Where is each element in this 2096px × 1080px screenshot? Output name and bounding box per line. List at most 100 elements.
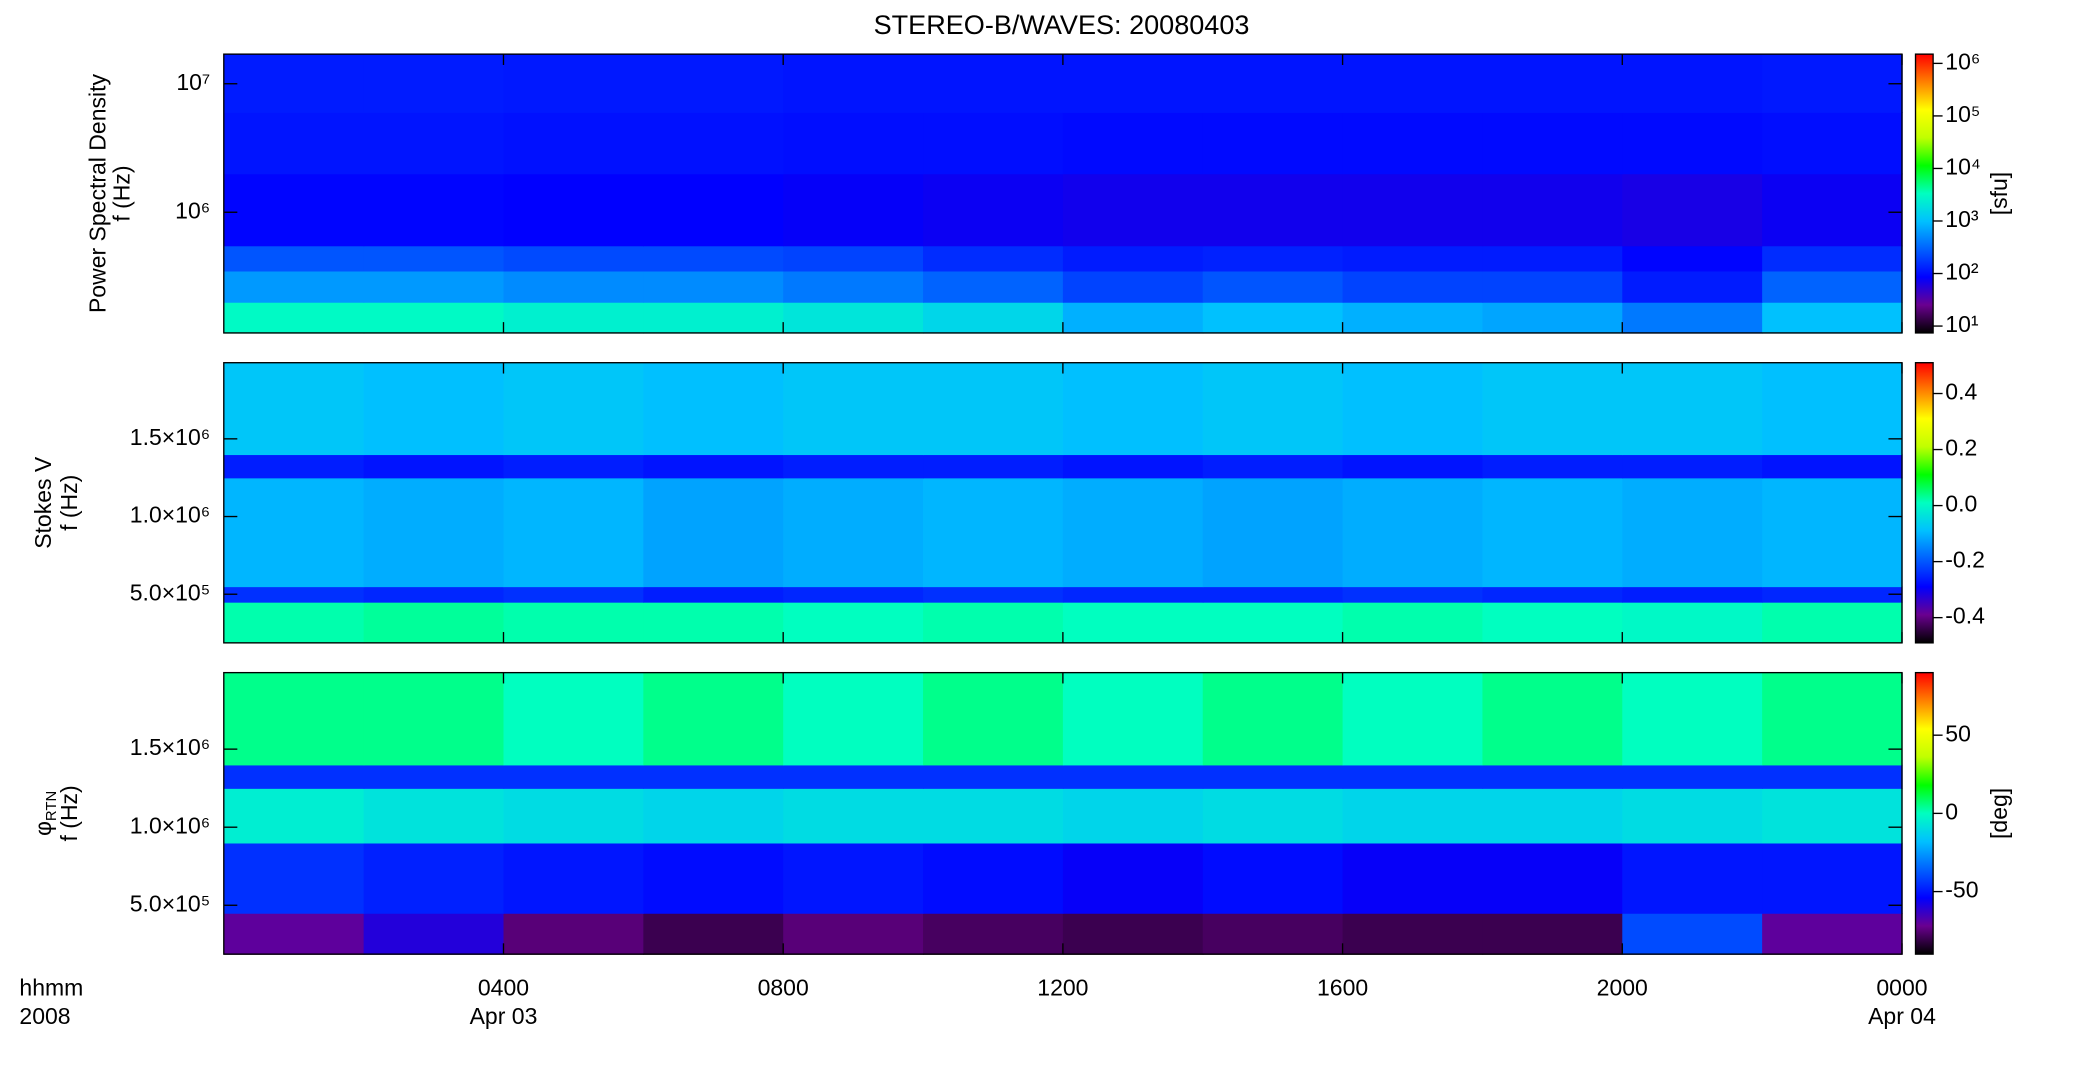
- heatmap-cell: [503, 362, 645, 456]
- y-axis-label-text: Power Spectral Density: [84, 74, 110, 314]
- heatmap-cell: [1622, 270, 1763, 303]
- heatmap-cell: [1482, 112, 1623, 175]
- y-axis-label-text: f (Hz): [56, 475, 82, 531]
- heatmap-cell: [1482, 788, 1623, 844]
- x-tick-label: 1600: [1317, 974, 1368, 1000]
- heatmap-cell: [783, 842, 924, 914]
- heatmap-cell: [1062, 842, 1204, 914]
- heatmap-cell: [923, 302, 1064, 334]
- heatmap-cell: [923, 764, 1064, 789]
- heatmap-cell: [503, 245, 645, 272]
- heatmap-cell: [923, 362, 1064, 456]
- heatmap-cell: [1202, 302, 1344, 334]
- y-axis-label: f (Hz): [56, 785, 82, 841]
- heatmap-cell: [503, 302, 645, 334]
- heatmap-cell: [223, 454, 365, 479]
- heatmap-cell: [1622, 788, 1763, 844]
- heatmap-cell: [1202, 173, 1344, 247]
- heatmap-cell: [1062, 764, 1204, 789]
- heatmap-cell: [643, 601, 784, 644]
- heatmap-cell: [363, 477, 505, 588]
- heatmap-cell: [363, 601, 505, 644]
- y-axis-label-subscript: RTN: [44, 791, 60, 821]
- heatmap-cell: [1622, 913, 1763, 955]
- heatmap-cell: [363, 672, 505, 766]
- heatmap-cell: [1762, 586, 1903, 603]
- heatmap-cell: [643, 362, 784, 456]
- heatmap-cell: [783, 245, 924, 272]
- heatmap-cell: [1062, 454, 1204, 479]
- heatmap-cell: [1622, 362, 1763, 456]
- heatmap-cell: [1342, 54, 1484, 113]
- heatmap-cell: [1202, 454, 1344, 479]
- heatmap-cell: [923, 112, 1064, 175]
- heatmap-cell: [783, 302, 924, 334]
- heatmap-cell: [923, 788, 1064, 844]
- heatmap-cell: [1622, 601, 1763, 644]
- heatmap-cell: [1202, 672, 1344, 766]
- y-axis-label: Stokes V: [30, 456, 56, 549]
- colorbar-tick-label: 10³: [1945, 206, 1979, 232]
- heatmap-cell: [1482, 601, 1623, 644]
- heatmap-cell: [1342, 477, 1484, 588]
- heatmap-cell: [1342, 454, 1484, 479]
- x-axis-label: 2008: [19, 1003, 70, 1029]
- colorbar-tick-label: 10⁴: [1945, 154, 1980, 180]
- heatmap-cell: [1062, 245, 1204, 272]
- heatmap-cell: [1762, 454, 1903, 479]
- y-tick-label: 10⁶: [175, 197, 210, 223]
- heatmap-cell: [923, 173, 1064, 247]
- heatmap-cell: [1762, 788, 1903, 844]
- heatmap-cell: [223, 245, 365, 272]
- colorbar-tick-label: 0.4: [1945, 379, 1977, 405]
- heatmap-cell: [1062, 362, 1204, 456]
- heatmap-cell: [923, 913, 1064, 955]
- heatmap-cell: [363, 270, 505, 303]
- heatmap-cell: [1482, 454, 1623, 479]
- heatmap-cell: [643, 454, 784, 479]
- colorbar-tick-label: 10¹: [1945, 311, 1979, 337]
- heatmap-cell: [363, 245, 505, 272]
- heatmap-cell: [783, 764, 924, 789]
- heatmap-cell: [1762, 764, 1903, 789]
- heatmap-cell: [783, 173, 924, 247]
- x-axis-label: hhmm: [19, 974, 83, 1000]
- heatmap-cell: [1342, 586, 1484, 603]
- heatmap-cell: [363, 842, 505, 914]
- heatmap-cell: [923, 54, 1064, 113]
- heatmap-cell: [1482, 270, 1623, 303]
- heatmap-cell: [1762, 173, 1903, 247]
- x-tick-label: 0000: [1876, 974, 1927, 1000]
- heatmap-cell: [363, 788, 505, 844]
- heatmap-cell: [1062, 173, 1204, 247]
- colorbar-tick-label: 0.0: [1945, 491, 1977, 517]
- heatmap-cell: [1202, 245, 1344, 272]
- heatmap-cell: [1062, 302, 1204, 334]
- y-tick-label: 1.0×10⁶: [130, 502, 210, 528]
- heatmap-cell: [363, 173, 505, 247]
- heatmap-cell: [1482, 586, 1623, 603]
- heatmap-cell: [643, 788, 784, 844]
- heatmap-cell: [1342, 245, 1484, 272]
- heatmap-cell: [1062, 112, 1204, 175]
- heatmap-cell: [223, 362, 365, 456]
- heatmap-cell: [503, 913, 645, 955]
- heatmap-cell: [1622, 672, 1763, 766]
- heatmap-cell: [1342, 601, 1484, 644]
- colorbar-tick-label: 0.2: [1945, 435, 1977, 461]
- heatmap-cell: [363, 913, 505, 955]
- heatmap-cell: [1342, 913, 1484, 955]
- heatmap-cell: [1342, 270, 1484, 303]
- heatmap-cell: [1762, 672, 1903, 766]
- heatmap-cell: [783, 54, 924, 113]
- heatmap-cell: [223, 54, 365, 113]
- heatmap-cell: [503, 586, 645, 603]
- heatmap-cell: [503, 672, 645, 766]
- heatmap-cell: [643, 764, 784, 789]
- y-axis-label-text: f (Hz): [109, 165, 135, 221]
- heatmap-cell: [1762, 54, 1903, 113]
- colorbar-tick-label: -50: [1945, 877, 1978, 903]
- heatmap-cell: [1342, 788, 1484, 844]
- heatmap-cell: [1762, 601, 1903, 644]
